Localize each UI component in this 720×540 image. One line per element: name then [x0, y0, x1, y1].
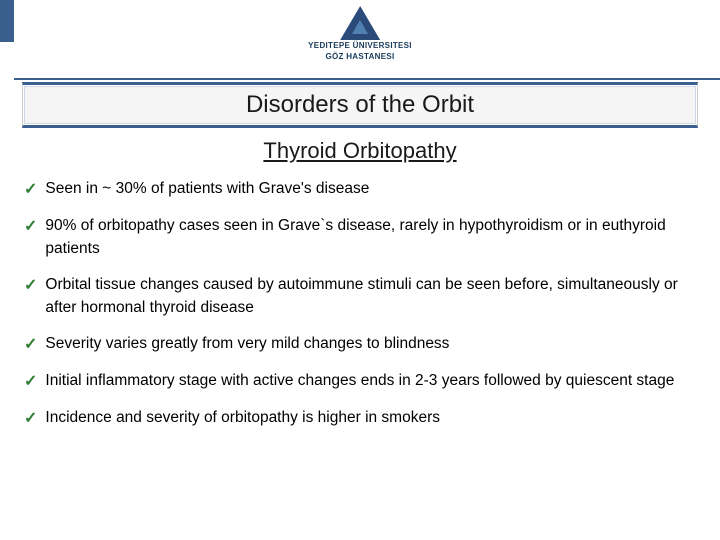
bullet-text: 90% of orbitopathy cases seen in Grave`s…	[45, 215, 696, 260]
check-icon: ✓	[24, 370, 37, 393]
list-item: ✓ 90% of orbitopathy cases seen in Grave…	[24, 215, 696, 260]
check-icon: ✓	[24, 407, 37, 430]
logo-line2: GÖZ HASTANESI	[308, 53, 412, 62]
left-accent-bar	[0, 0, 14, 42]
bullet-text: Incidence and severity of orbitopathy is…	[45, 407, 696, 429]
bullet-text: Initial inflammatory stage with active c…	[45, 370, 696, 392]
check-icon: ✓	[24, 274, 37, 297]
list-item: ✓ Initial inflammatory stage with active…	[24, 370, 696, 393]
list-item: ✓ Orbital tissue changes caused by autoi…	[24, 274, 696, 319]
logo-line1: YEDITEPE ÜNIVERSITESI	[308, 42, 412, 51]
check-icon: ✓	[24, 333, 37, 356]
page-title: Disorders of the Orbit	[246, 91, 474, 119]
logo: YEDITEPE ÜNIVERSITESI GÖZ HASTANESI	[308, 6, 412, 62]
bullet-text: Orbital tissue changes caused by autoimm…	[45, 274, 696, 319]
bullet-list: ✓ Seen in ~ 30% of patients with Grave's…	[24, 178, 696, 445]
list-item: ✓ Seen in ~ 30% of patients with Grave's…	[24, 178, 696, 201]
check-icon: ✓	[24, 178, 37, 201]
list-item: ✓ Severity varies greatly from very mild…	[24, 333, 696, 356]
bullet-text: Seen in ~ 30% of patients with Grave's d…	[45, 178, 696, 200]
logo-triangle-icon	[340, 6, 380, 40]
title-band: Disorders of the Orbit	[22, 82, 698, 128]
top-rule	[14, 78, 720, 80]
check-icon: ✓	[24, 215, 37, 238]
bullet-text: Severity varies greatly from very mild c…	[45, 333, 696, 355]
subtitle: Thyroid Orbitopathy	[0, 138, 720, 164]
list-item: ✓ Incidence and severity of orbitopathy …	[24, 407, 696, 430]
